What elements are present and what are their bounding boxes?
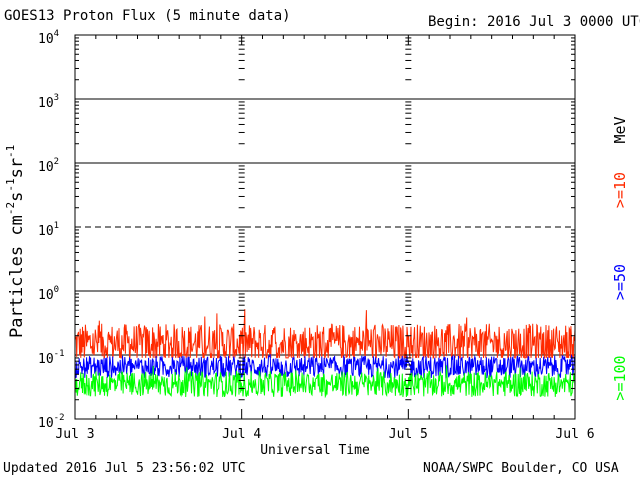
x-tick-label: Jul 5 bbox=[389, 427, 428, 442]
plot-area bbox=[75, 98, 575, 356]
legend-entry: >=100 bbox=[611, 355, 629, 400]
x-tick-label: Jul 3 bbox=[55, 427, 94, 442]
series-line-0 bbox=[74, 309, 576, 360]
x-tick-label: Jul 6 bbox=[555, 427, 594, 442]
x-tick-label: Jul 4 bbox=[222, 427, 261, 442]
chart-title: GOES13 Proton Flux (5 minute data) bbox=[4, 8, 291, 24]
y-tick-label: 10-1 bbox=[38, 349, 65, 367]
axes-layer bbox=[74, 34, 576, 420]
y-tick-label: 10-2 bbox=[38, 413, 65, 431]
legend-unit: MeV bbox=[611, 116, 629, 143]
credit-label: NOAA/SWPC Boulder, CO USA bbox=[423, 461, 619, 476]
series-line-1 bbox=[74, 353, 576, 379]
legend-entry: >=10 bbox=[611, 172, 629, 208]
series-line-2 bbox=[74, 365, 576, 399]
series-layer bbox=[74, 309, 576, 399]
x-axis-title: Universal Time bbox=[260, 443, 370, 458]
y-tick-label: 100 bbox=[38, 285, 59, 303]
begin-time: Begin: 2016 Jul 3 0000 UTC bbox=[428, 14, 640, 30]
y-tick-label: 102 bbox=[38, 157, 59, 175]
y-axis-title: Particles cm-2s-1sr-1 bbox=[4, 145, 27, 338]
labels-layer: 10-2 10-1 100 101 102 103 104 Jul 3 Jul 4 Jul 5 Ju… bbox=[4, 29, 629, 458]
y-tick-label: 103 bbox=[38, 93, 59, 111]
y-tick-label: 101 bbox=[38, 221, 59, 239]
updated-time: Updated 2016 Jul 5 23:56:02 UTC bbox=[3, 461, 246, 476]
y-tick-label: 104 bbox=[38, 29, 59, 47]
legend-entry: >=50 bbox=[611, 264, 629, 300]
